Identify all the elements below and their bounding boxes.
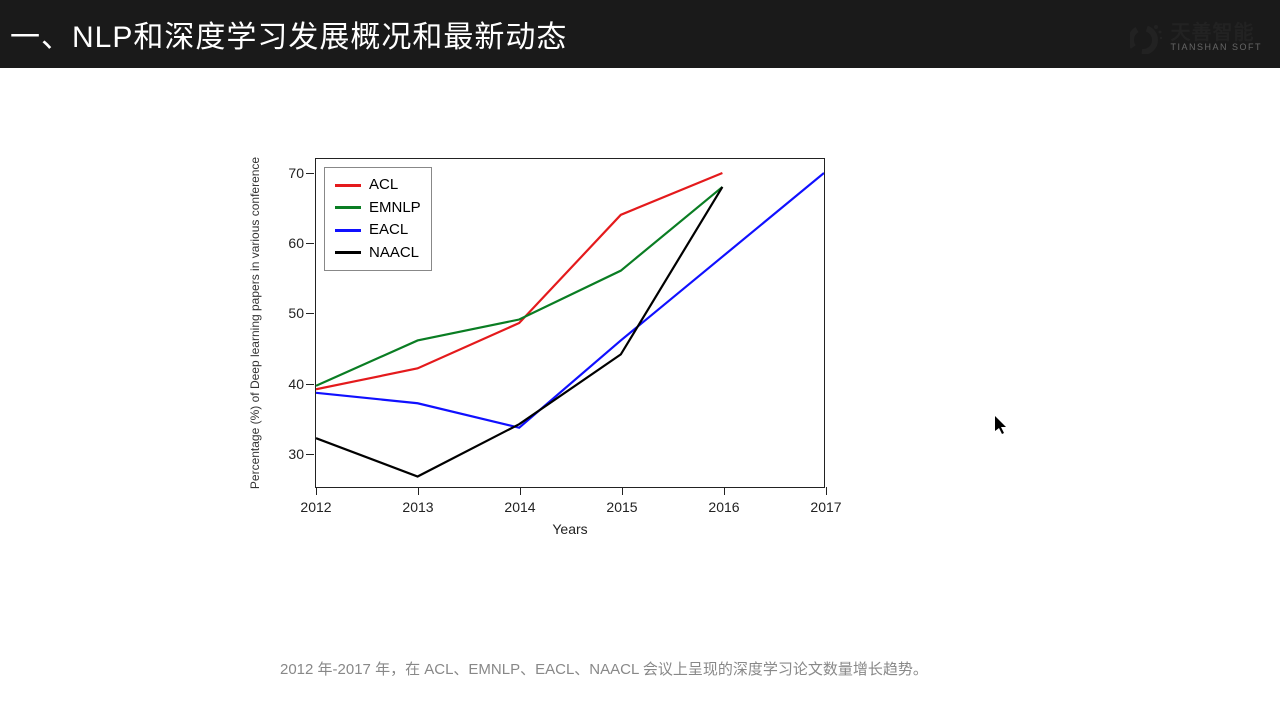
legend-row-emnlp: EMNLP — [335, 197, 421, 220]
chart-legend: ACLEMNLPEACLNAACL — [324, 167, 432, 271]
ytick-label: 60 — [276, 235, 304, 251]
xtick-label: 2013 — [402, 499, 433, 515]
legend-label: ACL — [369, 174, 398, 197]
ytick — [306, 243, 314, 244]
legend-swatch — [335, 229, 361, 232]
legend-row-naacl: NAACL — [335, 242, 421, 265]
ytick-label: 50 — [276, 305, 304, 321]
xtick — [520, 487, 521, 495]
chart-caption: 2012 年-2017 年，在 ACL、EMNLP、EACL、NAACL 会议上… — [280, 658, 928, 679]
line-chart: Percentage (%) of Deep learning papers i… — [260, 158, 860, 488]
xtick-label: 2017 — [810, 499, 841, 515]
legend-label: NAACL — [369, 242, 419, 265]
ytick-label: 40 — [276, 376, 304, 392]
slide-header: 一、NLP和深度学习发展概况和最新动态 — [0, 0, 1280, 68]
x-axis-label: Years — [552, 521, 587, 537]
legend-swatch — [335, 251, 361, 254]
brand-logo: 天善智能 TIANSHAN SOFT — [1130, 20, 1262, 54]
ytick — [306, 454, 314, 455]
mouse-cursor — [995, 416, 1009, 436]
ytick-label: 30 — [276, 446, 304, 462]
xtick-label: 2012 — [300, 499, 331, 515]
logo-en: TIANSHAN SOFT — [1170, 43, 1262, 52]
xtick — [418, 487, 419, 495]
xtick — [316, 487, 317, 495]
legend-label: EACL — [369, 219, 408, 242]
xtick — [622, 487, 623, 495]
ytick — [306, 173, 314, 174]
xtick — [724, 487, 725, 495]
legend-row-eacl: EACL — [335, 219, 421, 242]
ytick — [306, 384, 314, 385]
slide-title: 一、NLP和深度学习发展概况和最新动态 — [10, 12, 567, 56]
xtick-label: 2016 — [708, 499, 739, 515]
xtick — [826, 487, 827, 495]
legend-swatch — [335, 184, 361, 187]
y-axis-label: Percentage (%) of Deep learning papers i… — [248, 157, 262, 489]
ytick-label: 70 — [276, 165, 304, 181]
ytick — [306, 313, 314, 314]
logo-icon — [1130, 20, 1164, 54]
legend-swatch — [335, 206, 361, 209]
logo-text: 天善智能 TIANSHAN SOFT — [1170, 23, 1262, 52]
legend-label: EMNLP — [369, 197, 421, 220]
logo-cn: 天善智能 — [1170, 23, 1262, 43]
legend-row-acl: ACL — [335, 174, 421, 197]
xtick-label: 2015 — [606, 499, 637, 515]
plot-area: ACLEMNLPEACLNAACL Years 3040506070201220… — [315, 158, 825, 488]
xtick-label: 2014 — [504, 499, 535, 515]
